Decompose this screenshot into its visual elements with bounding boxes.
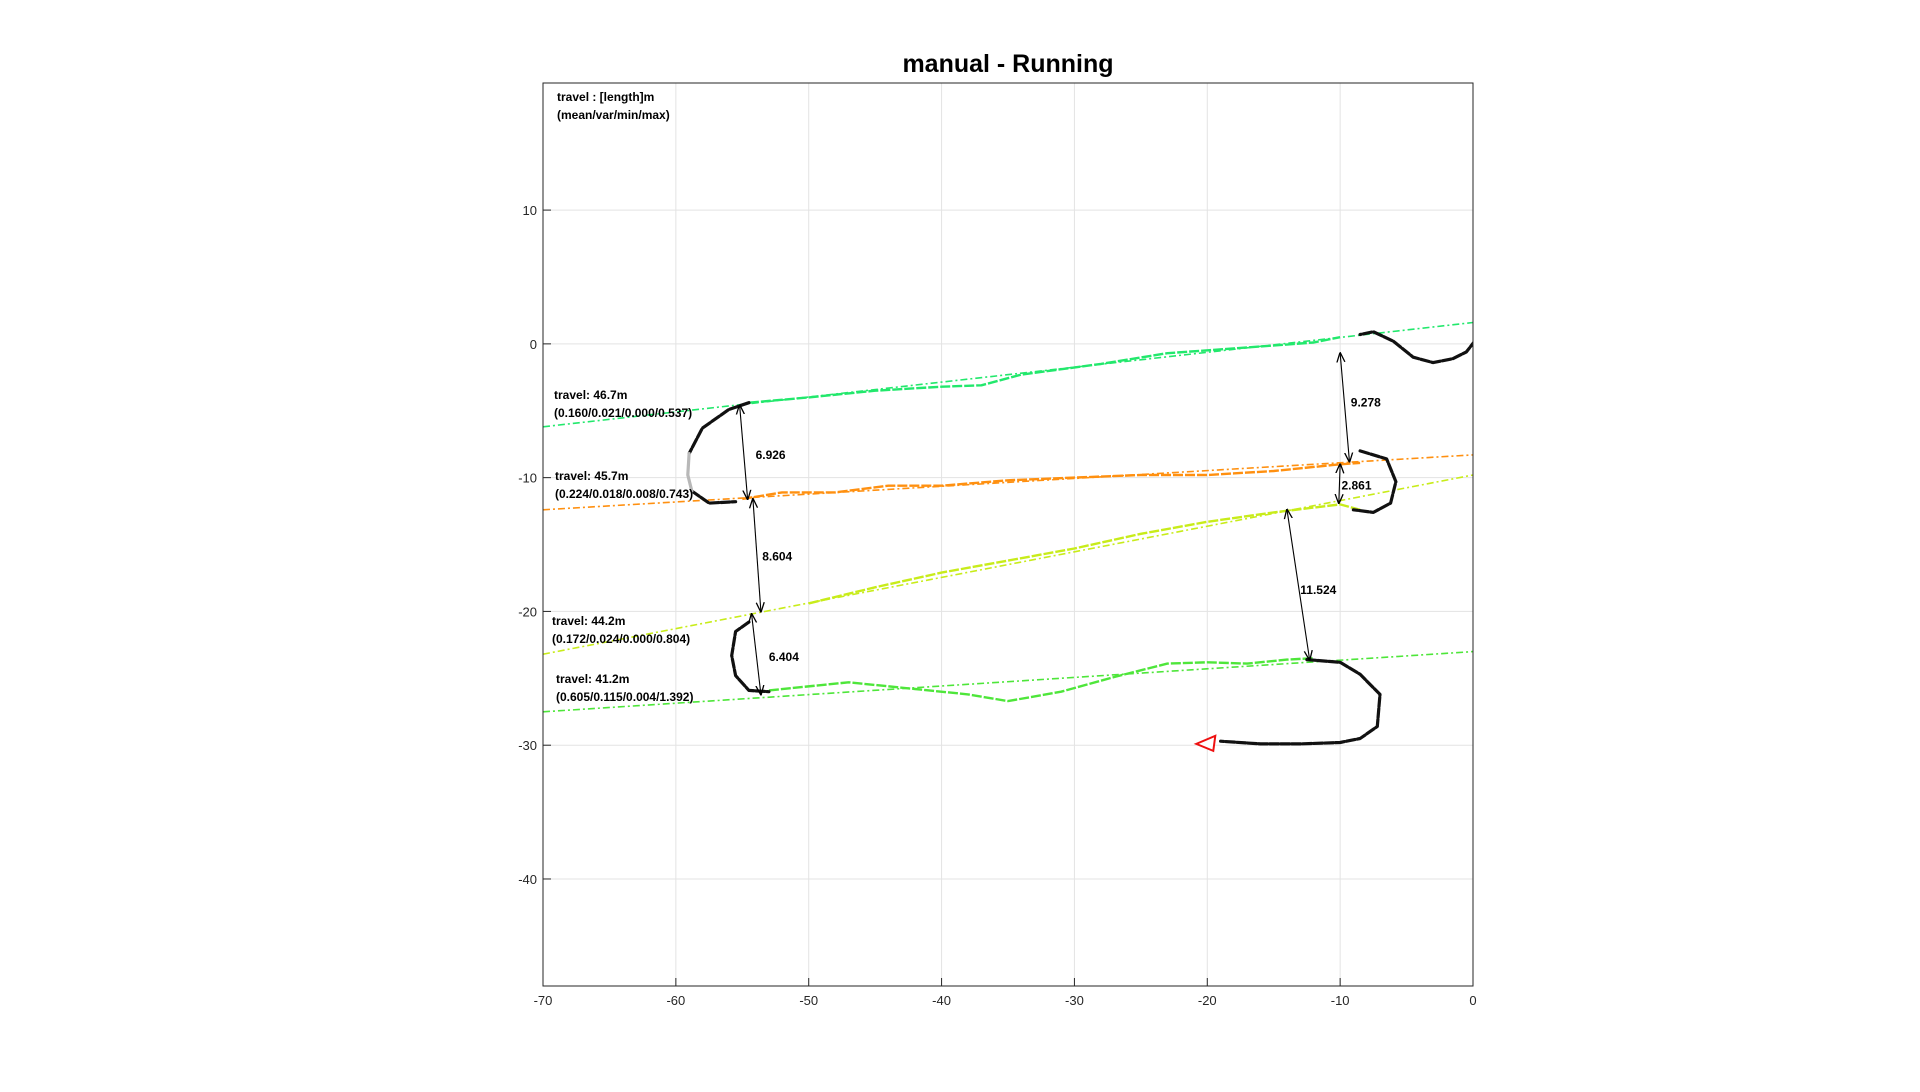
lane-label-stats-4: (0.605/0.115/0.004/1.392) [556, 690, 693, 704]
distance-annotations: 6.926 8.604 6.404 9.278 2.861 11.524 [740, 353, 1381, 694]
distance-arrow-5 [1339, 464, 1340, 503]
turn-segment-gray [686, 452, 694, 493]
x-tick-label: -20 [1198, 993, 1217, 1008]
y-tick-label: 0 [530, 337, 537, 352]
distance-label-6: 11.524 [1300, 583, 1336, 597]
distance-arrow-3 [752, 614, 761, 694]
distance-arrow-1 [740, 405, 748, 499]
y-tick-label: -20 [518, 604, 537, 619]
x-tick-label: -30 [1065, 993, 1084, 1008]
x-tick-label: -60 [666, 993, 685, 1008]
distance-label-1: 6.926 [756, 448, 786, 462]
turn-segment-6 [1218, 657, 1382, 746]
x-tick-label: -50 [799, 993, 818, 1008]
lane-labels: travel : [length]m (mean/var/min/max) trav… [552, 90, 693, 704]
y-tick-label: -30 [518, 738, 537, 753]
lane-label-title-3: travel: 44.2m [552, 614, 625, 628]
turn-segment-3 [690, 489, 738, 505]
lane-track-3 [808, 503, 1361, 605]
x-axis-ticks: -70 -60 -50 -40 -30 -20 -10 0 [534, 978, 1477, 1008]
x-tick-label: -70 [534, 993, 553, 1008]
distance-arrow-6 [1287, 510, 1310, 660]
y-tick-label: -40 [518, 872, 537, 887]
lane-label-title-1: travel: 46.7m [554, 388, 627, 402]
distance-arrow-2 [753, 499, 761, 611]
lane-track-4 [768, 657, 1314, 703]
reference-line-1 [543, 321, 1473, 428]
chart-title: manual - Running [902, 50, 1113, 78]
turn-segment-4 [1351, 449, 1398, 515]
lane-track-1 [748, 336, 1341, 404]
turn-segment-5 [730, 620, 771, 694]
y-tick-label: 10 [523, 203, 537, 218]
turn-segment-1 [1358, 330, 1473, 365]
y-axis-ticks: -40 -30 -20 -10 0 10 [518, 203, 551, 887]
lane-label-title-4: travel: 41.2m [556, 672, 629, 686]
lane-label-stats-1: (0.160/0.021/0.000/0.537) [554, 406, 692, 420]
lane-label-stats-3: (0.172/0.024/0.000/0.804) [552, 632, 690, 646]
distance-label-5: 2.861 [1341, 479, 1371, 493]
axes-box [542, 82, 1474, 987]
data-series [543, 321, 1473, 753]
lane-label-title-2: travel: 45.7m [555, 469, 628, 483]
distance-label-3: 6.404 [769, 650, 799, 664]
y-tick-label: -10 [518, 471, 537, 486]
reference-line-2 [543, 454, 1473, 511]
end-marker-triangle [1193, 734, 1217, 753]
lane-label-stats-2: (0.224/0.018/0.008/0.743) [555, 487, 693, 501]
legend-header-line-2: (mean/var/min/max) [557, 108, 670, 122]
x-tick-label: 0 [1469, 993, 1476, 1008]
legend-header-line-1: travel : [length]m [557, 90, 654, 104]
distance-label-2: 8.604 [762, 550, 792, 564]
x-tick-label: -10 [1331, 993, 1350, 1008]
grid-lines [542, 83, 1474, 986]
distance-arrow-4 [1340, 353, 1349, 461]
x-tick-label: -40 [932, 993, 951, 1008]
distance-label-4: 9.278 [1351, 396, 1381, 410]
lane-track-2 [742, 461, 1361, 501]
